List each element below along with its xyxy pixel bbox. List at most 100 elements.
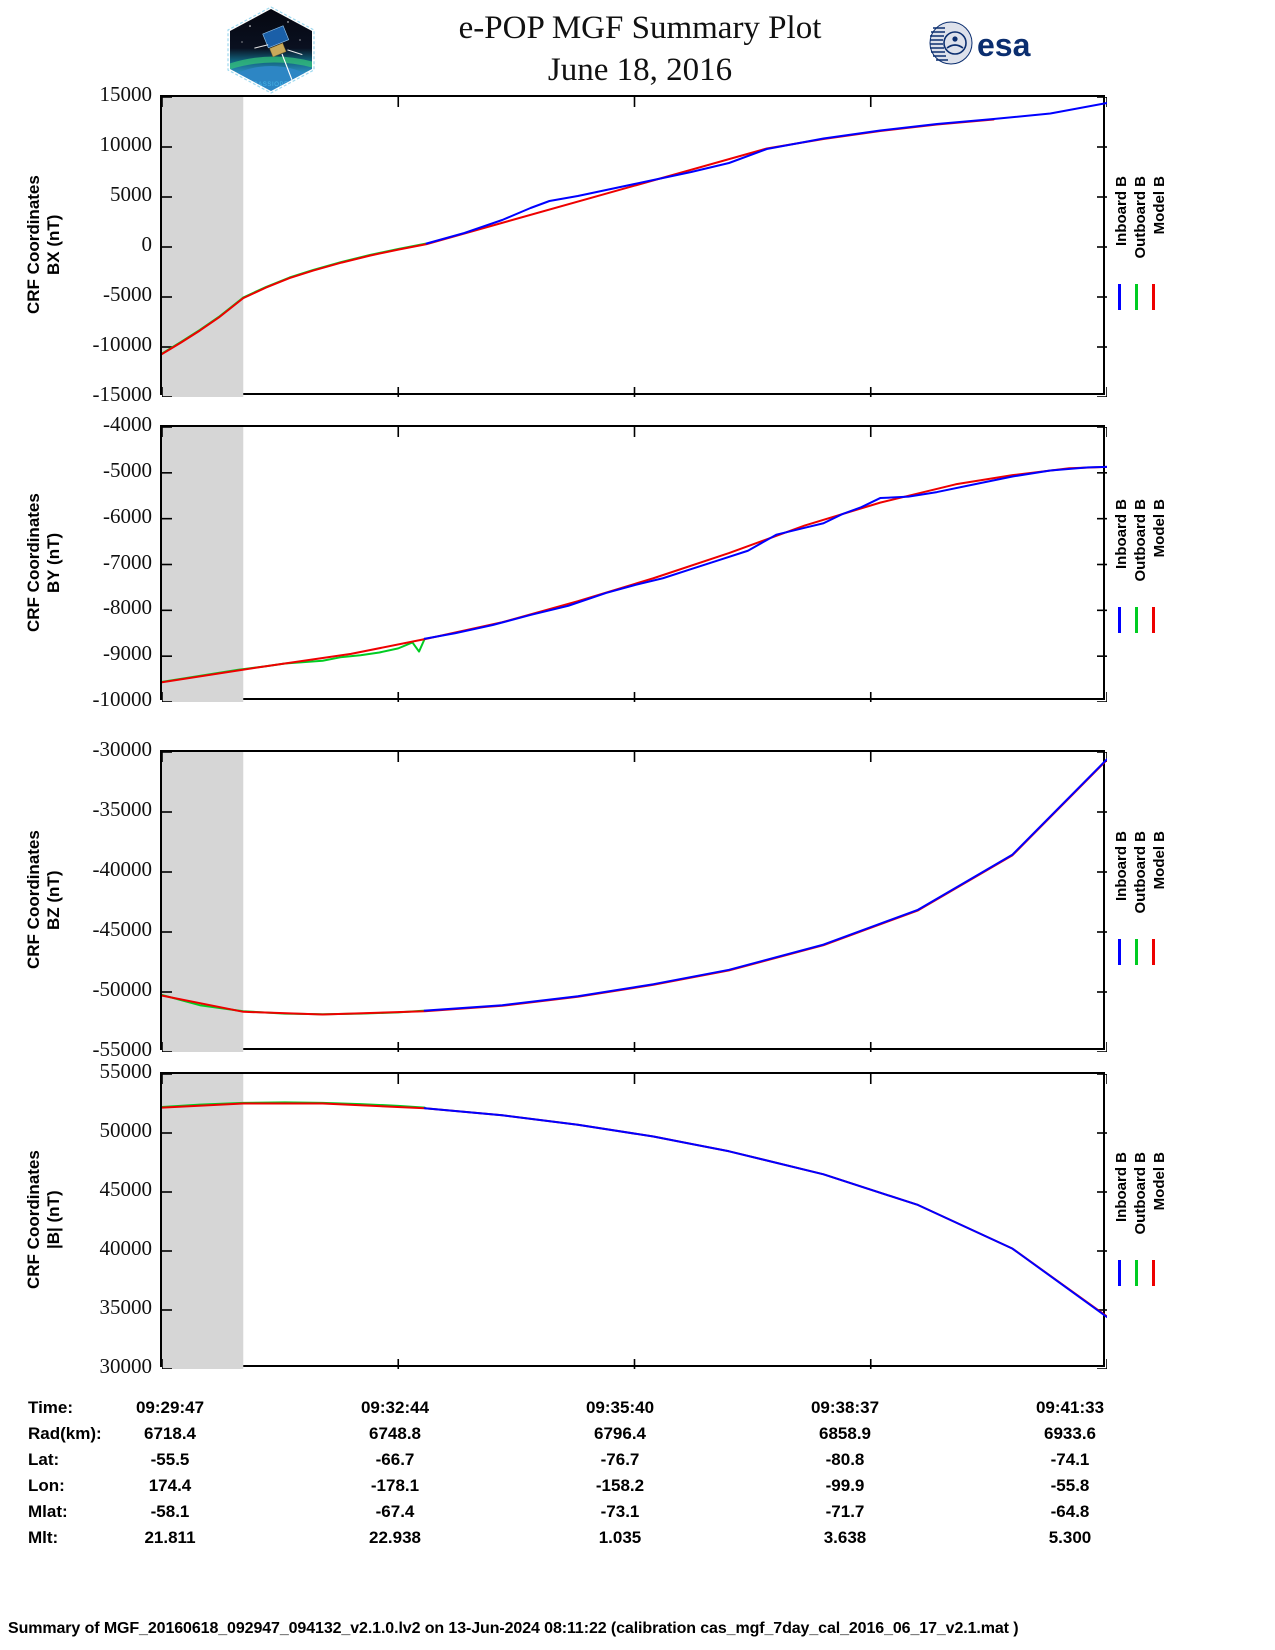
- plot-panel-2: CRF Coordinates BY (nT) -4000 -5000 -6000 -70…: [0, 412, 1275, 711]
- table-row-label: Lat:: [28, 1450, 60, 1469]
- legend-swatch-outboard-b: [1135, 607, 1138, 633]
- legend-swatch-outboard-b: [1135, 939, 1138, 965]
- y-tick-label: 45000: [99, 1177, 153, 1201]
- table-cell: -76.7: [600, 1450, 640, 1469]
- table-cell: 22.938: [369, 1528, 421, 1547]
- legend-swatches: [1118, 607, 1169, 633]
- y-tick-label: -9000: [103, 641, 152, 666]
- table-cell: -99.9: [825, 1476, 865, 1495]
- series-inboard-b: [423, 1107, 1107, 1319]
- table-cell: 6748.8: [369, 1424, 421, 1443]
- legend-swatch-inboard-b: [1118, 607, 1121, 633]
- y-tick-label: -30000: [92, 737, 153, 761]
- y-tick-label: 5000: [110, 182, 152, 206]
- table-row: Lon: 174.4 -178.1 -158.2 -99.9 -55.8: [0, 1476, 1275, 1502]
- mission-logo-text: CASSIOPE: [253, 82, 288, 88]
- legend-swatches: [1118, 939, 1169, 965]
- table-cell: 5.300: [1048, 1528, 1092, 1547]
- legend-swatch-inboard-b: [1118, 284, 1121, 310]
- table-row: Mlat: -58.1 -67.4 -73.1 -71.7 -64.8: [0, 1502, 1275, 1528]
- table-cell: 09:35:40: [585, 1398, 655, 1417]
- series-model-b: [162, 758, 1107, 1016]
- table-row-label: Mlt:: [28, 1528, 59, 1547]
- y-tick-label: -35000: [92, 797, 153, 821]
- table-cell: 21.811: [144, 1528, 196, 1547]
- shaded-region: [162, 1074, 244, 1369]
- table-cell: -80.8: [825, 1450, 865, 1469]
- table-cell: 6796.4: [594, 1424, 646, 1443]
- y-tick-label: -40000: [92, 857, 153, 881]
- legend-swatch-model-b: [1152, 607, 1155, 633]
- table-row-label: Rad(km):: [28, 1424, 102, 1443]
- y-tick-label: -50000: [92, 977, 153, 1001]
- legend-label-model-b: Model B: [1151, 831, 1168, 890]
- table-cell: -58.1: [150, 1502, 190, 1521]
- series-inboard-b: [423, 465, 1107, 640]
- table-row-label: Time:: [28, 1398, 74, 1417]
- table-cell: 6858.9: [819, 1424, 871, 1443]
- title-line-2: June 18, 2016: [547, 51, 733, 88]
- legend: Inboard B Outboard B Model B: [1113, 499, 1170, 582]
- plot-area-4: [160, 1072, 1107, 1369]
- y-tick-label: 0: [141, 232, 153, 256]
- table-cell: -55.8: [1050, 1476, 1090, 1495]
- legend-swatch-model-b: [1152, 1260, 1155, 1286]
- table-row: Rad(km): 6718.4 6748.8 6796.4 6858.9 6933.6: [0, 1424, 1275, 1450]
- series-inboard-b: [425, 102, 1107, 245]
- legend: Inboard B Outboard B Model B: [1113, 831, 1170, 914]
- y-tick-label: -8000: [103, 595, 152, 620]
- table-cell: -73.1: [600, 1502, 640, 1521]
- y-tick-label: 35000: [99, 1295, 153, 1319]
- legend-swatch-outboard-b: [1135, 1260, 1138, 1286]
- y-tick-label: -10000: [92, 687, 153, 711]
- legend-swatch-inboard-b: [1118, 939, 1121, 965]
- table-cell: -178.1: [370, 1476, 420, 1495]
- table-row-label: Lon:: [28, 1476, 65, 1495]
- legend-label-outboard-b: Outboard B: [1132, 831, 1149, 914]
- table-row-label: Mlat:: [28, 1502, 68, 1521]
- y-tick-label: -55000: [92, 1037, 153, 1061]
- table-cell: 174.4: [148, 1476, 192, 1495]
- legend: Inboard B Outboard B Model B: [1113, 176, 1170, 259]
- cassiope-mission-logo: CASSIOPE: [220, 6, 322, 94]
- y-tick-label: -5000: [103, 282, 152, 306]
- table-cell: 09:38:37: [810, 1398, 880, 1417]
- legend-swatches: [1118, 1260, 1169, 1286]
- y-tick-label: 55000: [99, 1059, 153, 1083]
- table-cell: 09:41:33: [1035, 1398, 1105, 1417]
- ephemeris-table: Time: 09:29:47 09:32:44 09:35:40 09:38:37 09:…: [0, 1398, 1275, 1554]
- table-cell: 09:29:47: [135, 1398, 205, 1417]
- y-tick-label: -15000: [92, 382, 153, 406]
- table-cell: -67.4: [375, 1502, 415, 1521]
- y-tick-label: -45000: [92, 917, 153, 941]
- table-cell: -74.1: [1050, 1450, 1090, 1469]
- page-header: CASSIOPE e-POP MGF Summary Plot June 18,…: [0, 0, 1275, 95]
- plot-panel-3: CRF Coordinates BZ (nT) -30000 -35000 -40000…: [0, 737, 1275, 1061]
- legend-swatch-inboard-b: [1118, 1260, 1121, 1286]
- plot-panel-4: CRF Coordinates |B| (nT) 55000 50000 45000 40…: [0, 1059, 1275, 1378]
- y-tick-label: -5000: [103, 457, 152, 482]
- y-tick-label: 15000: [99, 82, 153, 106]
- y-tick-label: -10000: [92, 332, 153, 356]
- table-cell: 09:32:44: [360, 1398, 430, 1417]
- plot-area-2: [160, 425, 1107, 702]
- legend-label-outboard-b: Outboard B: [1132, 1152, 1149, 1235]
- shaded-region: [162, 427, 244, 702]
- legend-swatch-outboard-b: [1135, 284, 1138, 310]
- series-model-b: [162, 465, 1107, 684]
- legend-swatches: [1118, 284, 1169, 310]
- legend-swatch-model-b: [1152, 284, 1155, 310]
- title-line-1: e-POP MGF Summary Plot: [458, 10, 822, 46]
- table-cell: 1.035: [598, 1528, 642, 1547]
- series-model-b: [162, 1102, 1107, 1318]
- legend-swatch-model-b: [1152, 939, 1155, 965]
- table-row: Mlt: 21.811 22.938 1.035 3.638 5.300: [0, 1528, 1275, 1554]
- table-row: Time: 09:29:47 09:32:44 09:35:40 09:38:37 09:…: [0, 1398, 1275, 1424]
- page-title: e-POP MGF Summary Plot June 18, 2016: [330, 8, 950, 92]
- legend: Inboard B Outboard B Model B: [1113, 1152, 1170, 1235]
- table-cell: 3.638: [823, 1528, 867, 1547]
- shaded-region: [162, 97, 244, 397]
- table-row: Lat: -55.5 -66.7 -76.7 -80.8 -74.1: [0, 1450, 1275, 1476]
- table-cell: 6718.4: [144, 1424, 196, 1443]
